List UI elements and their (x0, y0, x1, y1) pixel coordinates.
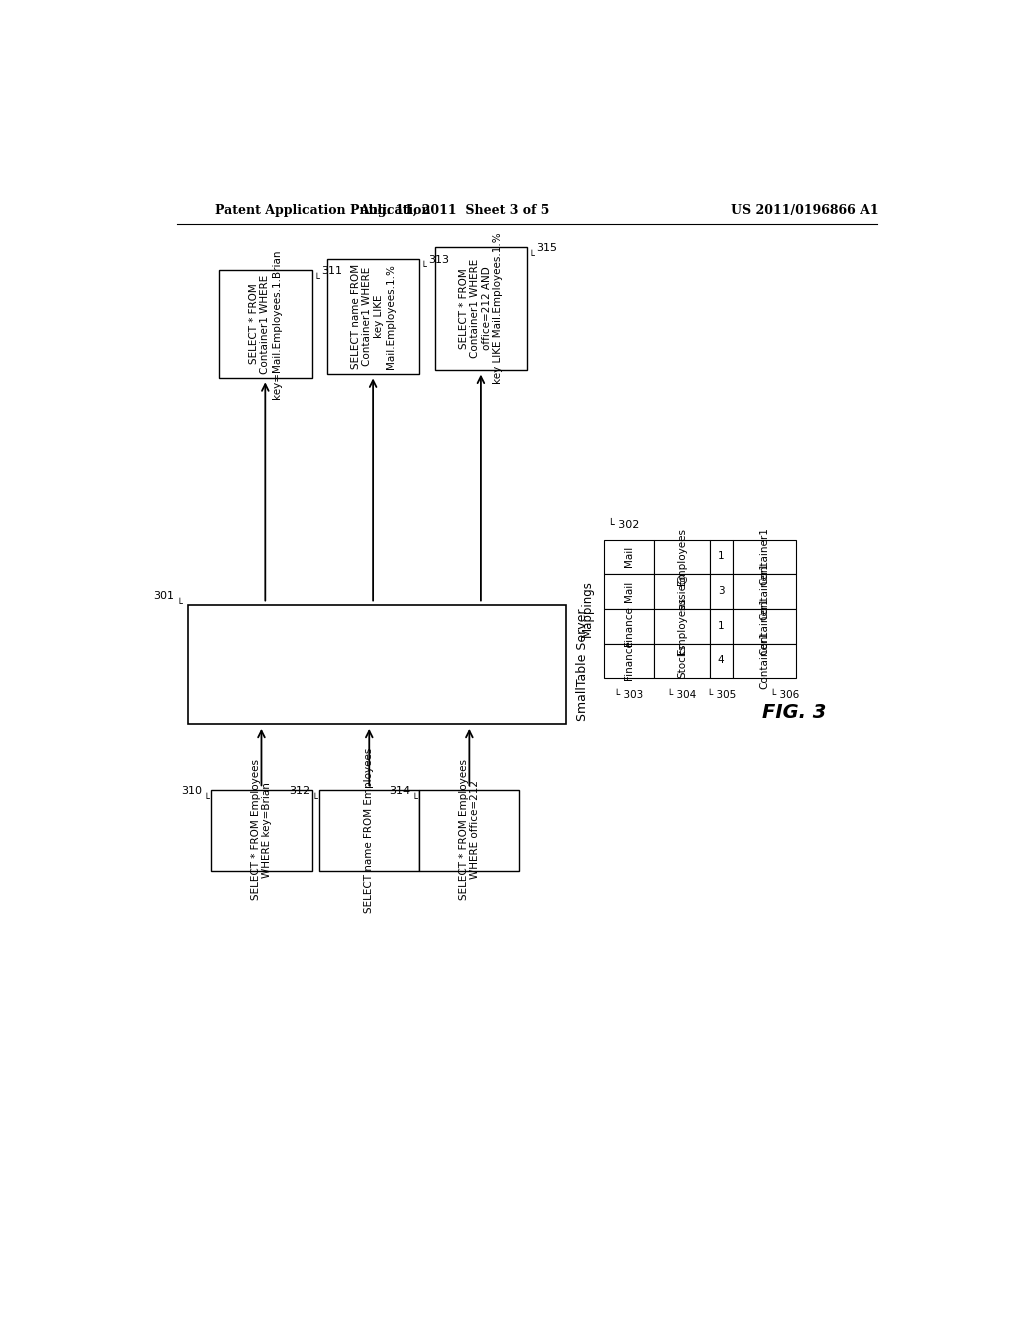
Bar (654, 574, 710, 609)
Text: SELECT * FROM
Container1 WHERE
office=212 AND
key LIKE Mail.Employees.1.%: SELECT * FROM Container1 WHERE office=21… (459, 232, 504, 384)
Text: 313: 313 (429, 255, 450, 264)
Text: US 2011/0196866 A1: US 2011/0196866 A1 (731, 205, 879, 218)
Text: └: └ (412, 793, 418, 804)
Bar (654, 540, 710, 574)
Text: 4: 4 (718, 656, 724, 665)
Bar (710, 574, 733, 609)
Bar (419, 789, 519, 871)
Bar (654, 609, 710, 644)
Bar (710, 609, 733, 644)
Text: 301: 301 (154, 591, 174, 601)
Text: Mail: Mail (624, 546, 634, 568)
Bar (219, 271, 311, 378)
Bar (604, 574, 654, 609)
Text: Finance: Finance (624, 640, 634, 680)
Bar (604, 540, 654, 574)
Bar (319, 789, 419, 871)
Text: 315: 315 (537, 243, 557, 253)
Text: Container1: Container1 (759, 597, 769, 655)
Bar (733, 574, 796, 609)
Text: Aug. 11, 2011  Sheet 3 of 5: Aug. 11, 2011 Sheet 3 of 5 (358, 205, 549, 218)
Text: └ 302: └ 302 (608, 520, 639, 531)
Text: 1: 1 (718, 552, 724, 561)
Text: SELECT * FROM Employees
WHERE office=212: SELECT * FROM Employees WHERE office=212 (459, 759, 480, 900)
Text: └ 305: └ 305 (707, 689, 736, 700)
Text: SELECT * FROM Employees
WHERE key=Brian: SELECT * FROM Employees WHERE key=Brian (251, 759, 272, 900)
Text: Container1: Container1 (759, 631, 769, 689)
Text: Mail: Mail (624, 581, 634, 602)
Bar (654, 644, 710, 678)
Bar (733, 609, 796, 644)
Text: SmallTable Server: SmallTable Server (577, 609, 589, 721)
Text: └: └ (528, 251, 535, 261)
Text: SELECT name FROM
Container1 WHERE
key LIKE
Mail.Employees.1.%: SELECT name FROM Container1 WHERE key LI… (350, 264, 395, 368)
Bar (604, 644, 654, 678)
Text: Employees: Employees (677, 597, 687, 655)
Bar (211, 789, 311, 871)
Text: └: └ (311, 793, 317, 804)
Text: └: └ (421, 263, 427, 272)
Text: SELECT * FROM
Container1 WHERE
key=Mail.Employees.1.Brian: SELECT * FROM Container1 WHERE key=Mail.… (249, 249, 282, 399)
Text: └ 303: └ 303 (614, 689, 643, 700)
Text: 310: 310 (181, 785, 202, 796)
Text: Patent Application Publication: Patent Application Publication (215, 205, 431, 218)
Text: Employees: Employees (677, 528, 687, 585)
Bar (188, 605, 565, 725)
Bar (327, 259, 419, 374)
Text: 3: 3 (718, 586, 724, 597)
Text: └ 304: └ 304 (668, 689, 696, 700)
Bar (733, 644, 796, 678)
Text: 311: 311 (321, 267, 342, 276)
Text: 314: 314 (389, 785, 410, 796)
Text: Stocks: Stocks (677, 643, 687, 677)
Bar (710, 644, 733, 678)
Text: 1: 1 (718, 620, 724, 631)
Bar (435, 247, 527, 370)
Bar (733, 540, 796, 574)
Text: FIG. 3: FIG. 3 (762, 704, 826, 722)
Text: Mappings: Mappings (581, 581, 594, 638)
Text: └ 306: └ 306 (770, 689, 800, 700)
Text: Finance: Finance (624, 606, 634, 645)
Text: Container1: Container1 (759, 528, 769, 586)
Text: 312: 312 (289, 785, 310, 796)
Bar (710, 540, 733, 574)
Text: └: └ (204, 793, 210, 804)
Bar (604, 609, 654, 644)
Text: susie@: susie@ (677, 573, 687, 610)
Text: └: └ (313, 275, 318, 284)
Text: SELECT name FROM Employees: SELECT name FROM Employees (365, 747, 374, 912)
Text: └: └ (176, 599, 182, 609)
Text: Container1: Container1 (759, 562, 769, 620)
